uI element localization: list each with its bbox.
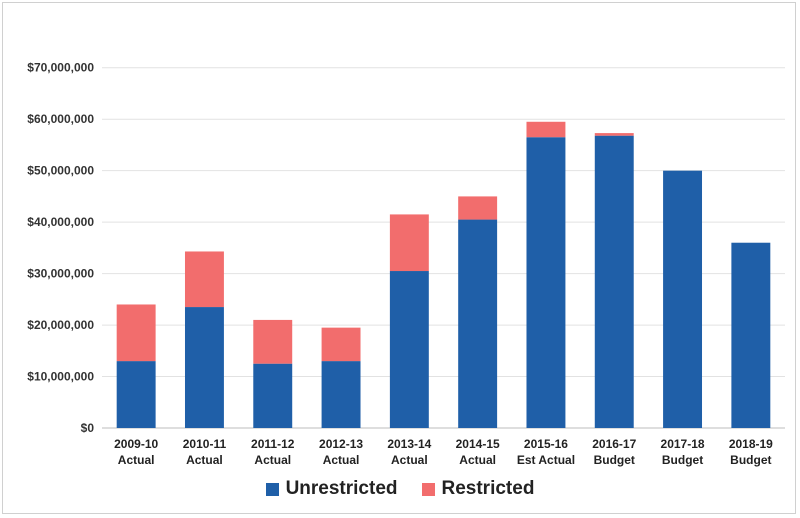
y-tick-label: $30,000,000 [27,267,94,281]
x-tick-label: 2017-18 [661,437,705,451]
x-tick-label: Actual [118,453,155,467]
stacked-bar-chart: $0 $10,000,000 $20,000,000 $30,000,000 $40,0… [27,61,785,467]
y-tick-label: $60,000,000 [27,112,94,126]
bar-unrestricted-6 [526,137,566,429]
x-tick-label: 2012-13 [319,437,363,451]
bar-unrestricted-8 [663,170,703,428]
y-tick-label: $10,000,000 [27,370,94,384]
x-tick-label: Budget [594,453,635,467]
y-tick-label: $40,000,000 [27,215,94,229]
bar-restricted-7 [594,133,634,136]
legend-swatch [265,482,279,496]
y-tick-label: $50,000,000 [27,164,94,178]
bar-restricted-6 [526,121,566,138]
bar-restricted-2 [253,319,293,364]
bar-restricted-5 [458,196,498,220]
x-tick-label: 2016-17 [592,437,636,451]
x-tick-label: Actual [323,453,360,467]
bar-restricted-4 [389,214,429,272]
x-tick-label: 2010-11 [183,437,227,451]
x-tick-label: 2011-12 [251,437,295,451]
x-tick-label: 2015-16 [524,437,568,451]
y-tick-label: $0 [81,421,95,435]
x-tick-label: Est Actual [517,453,575,467]
legend-label: Restricted [441,478,535,499]
x-tick-label: Actual [459,453,496,467]
x-tick-label: 2014-15 [456,437,500,451]
x-tick-label: Budget [730,453,771,467]
legend: Unrestricted Restricted [0,478,800,502]
bar-restricted-3 [321,327,361,362]
legend-label: Unrestricted [285,478,398,499]
x-tick-label: Budget [662,453,703,467]
bar-restricted-1 [184,251,224,308]
bar-unrestricted-7 [594,135,634,429]
bar-restricted-0 [116,304,156,362]
bar-unrestricted-2 [253,363,293,428]
y-tick-label: $20,000,000 [27,318,94,332]
y-tick-label: $70,000,000 [27,61,94,75]
x-tick-label: 2013-14 [387,437,431,451]
legend-swatch [421,482,435,496]
x-tick-label: Actual [391,453,428,467]
x-tick-label: 2018-19 [729,437,773,451]
x-tick-label: Actual [254,453,291,467]
bar-unrestricted-3 [321,361,361,428]
bar-unrestricted-1 [184,307,224,428]
x-tick-label: 2009-10 [114,437,158,451]
bar-unrestricted-0 [116,361,156,428]
legend-item-restricted: Restricted [421,478,535,500]
legend-item-unrestricted: Unrestricted [265,478,398,500]
bar-unrestricted-5 [458,219,498,428]
bar-unrestricted-9 [731,242,771,428]
x-tick-label: Actual [186,453,223,467]
bar-unrestricted-4 [389,271,429,428]
